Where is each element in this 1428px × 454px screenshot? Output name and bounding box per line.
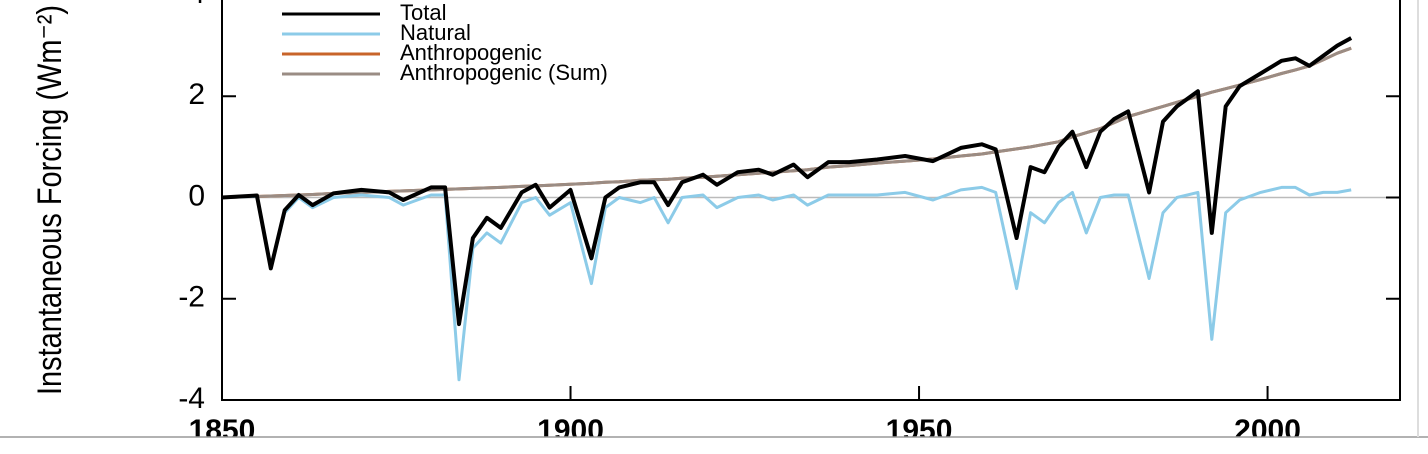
legend-label: Natural [400, 20, 471, 45]
y-axis-label: Instantaneous Forcing (Wm⁻²) [31, 5, 69, 395]
x-tick-label: 1950 [886, 414, 953, 447]
x-tick-label: 1850 [189, 414, 256, 447]
y-tick-label: -2 [178, 281, 205, 314]
y-tick-label: 4 [188, 0, 205, 10]
series-line [222, 185, 1352, 382]
y-tick-label: -4 [178, 382, 205, 415]
x-tick-label: 2000 [1234, 414, 1301, 447]
plot-area [222, 36, 1400, 382]
x-tick-label: 1900 [537, 414, 604, 447]
y-tick-label: 2 [188, 78, 205, 111]
series-line [222, 36, 1353, 327]
x-tick-labels: 1850 1900 1950 2000 [189, 414, 1301, 447]
legend-label: Total [400, 0, 446, 25]
y-tick-label: 0 [188, 179, 205, 212]
legend-label: Anthropogenic (Sum) [400, 60, 608, 85]
legend-label: Anthropogenic [400, 40, 542, 65]
